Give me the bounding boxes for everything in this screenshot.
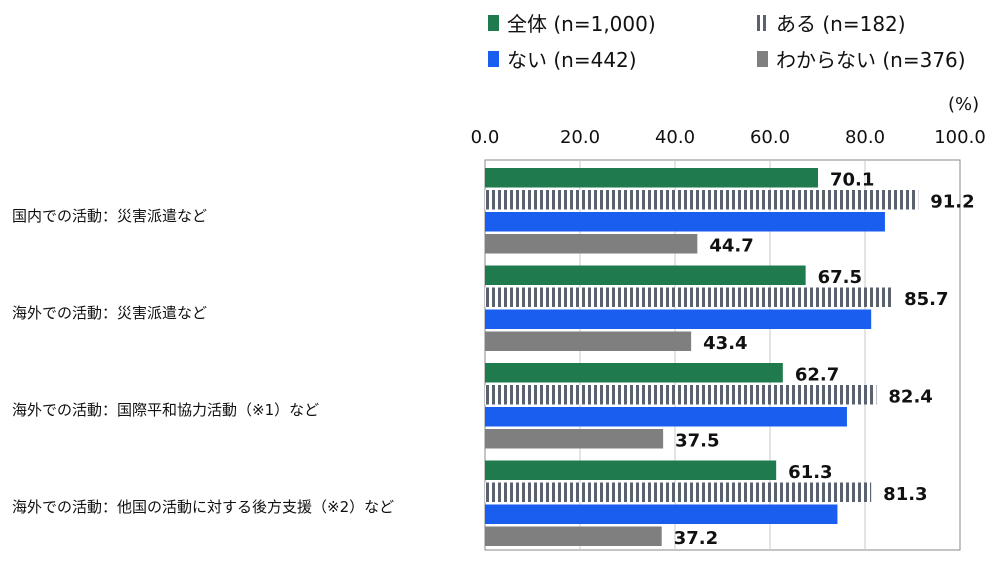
bar — [485, 526, 662, 546]
legend-item-unknown: わからない (n=376) — [757, 44, 966, 73]
category-label: 海外での活動：国際平和協力活動（※1）など — [12, 401, 320, 419]
legend-item-all: 全体 (n=1,000) — [488, 8, 656, 37]
data-label: 61.3 — [788, 462, 832, 483]
plot-area-frame — [484, 159, 961, 551]
bar — [485, 407, 847, 427]
bar — [485, 385, 877, 405]
bar — [485, 460, 777, 480]
bar — [485, 190, 919, 210]
data-label: 37.2 — [674, 528, 718, 549]
tick-label: 60.0 — [750, 127, 790, 148]
category-label: 国内での活動：災害派遣など — [12, 207, 208, 225]
category-label: 海外での活動：災害派遣など — [12, 304, 208, 322]
legend-label-yes: ある (n=182) — [776, 12, 906, 36]
bar — [485, 429, 664, 449]
legend-label-unknown: わからない (n=376) — [776, 48, 966, 72]
legend-label-all: 全体 (n=1,000) — [507, 12, 656, 36]
bar — [485, 212, 885, 232]
bar — [485, 287, 893, 307]
data-label: 67.5 — [818, 267, 862, 288]
bar — [485, 363, 783, 383]
legend-swatch-no — [488, 50, 499, 67]
bar — [485, 265, 806, 285]
legend-item-no: ない (n=442) — [488, 44, 637, 73]
data-label: 43.4 — [703, 333, 747, 354]
tick-label: 0.0 — [471, 127, 500, 148]
tick-label: 80.0 — [845, 127, 885, 148]
legend-label-no: ない (n=442) — [507, 48, 637, 72]
tick-label: 100.0 — [934, 127, 986, 148]
data-label: 62.7 — [795, 365, 839, 386]
bar — [485, 504, 838, 524]
bar — [485, 168, 818, 188]
data-label: 91.2 — [930, 192, 974, 213]
data-label: 85.7 — [904, 289, 948, 310]
data-label: 44.7 — [709, 236, 753, 257]
data-label: 37.5 — [675, 431, 719, 452]
bar — [485, 309, 872, 329]
data-label: 70.1 — [830, 170, 874, 191]
data-label: 82.4 — [888, 387, 932, 408]
data-label: 81.3 — [883, 484, 927, 505]
legend-swatch-unknown — [757, 50, 768, 67]
bar — [485, 234, 698, 254]
bar — [485, 482, 872, 502]
axis-unit-label: (%) — [948, 94, 980, 115]
legend-swatch-yes — [757, 14, 768, 31]
tick-label: 20.0 — [560, 127, 600, 148]
bar — [485, 331, 692, 351]
legend-swatch-all — [488, 14, 499, 31]
tick-label: 40.0 — [655, 127, 695, 148]
legend-item-yes: ある (n=182) — [757, 8, 906, 37]
category-label: 海外での活動：他国の活動に対する後方支援（※2）など — [12, 498, 395, 516]
